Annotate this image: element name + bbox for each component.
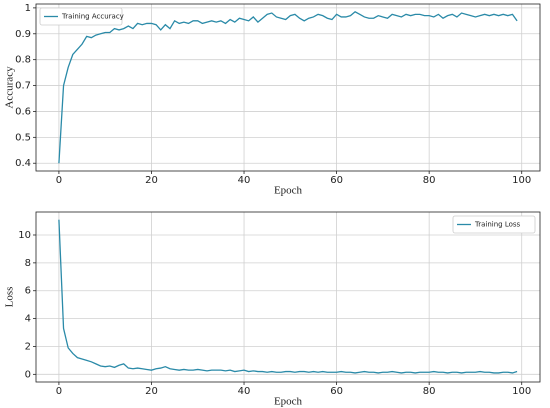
- y-axis-label: Accuracy: [4, 66, 16, 109]
- x-tick-label: 20: [145, 386, 158, 397]
- x-tick-label: 40: [238, 175, 251, 186]
- y-tick-label: 1: [25, 3, 31, 14]
- y-tick-label: 0.7: [15, 81, 31, 92]
- y-tick-label: 4: [25, 314, 31, 325]
- y-tick-label: 0.6: [15, 106, 31, 117]
- x-tick-label: 100: [512, 386, 531, 397]
- x-axis-label: Epoch: [274, 185, 303, 197]
- legend-label: Training Accuracy: [61, 13, 124, 21]
- legend-box: [39, 7, 123, 26]
- plot-frame: [35, 3, 541, 172]
- x-tick-label: 80: [423, 175, 436, 186]
- x-tick-label: 100: [512, 175, 531, 186]
- y-tick-label: 8: [25, 258, 31, 269]
- y-tick-label: 6: [25, 286, 31, 297]
- x-tick-label: 80: [423, 386, 436, 397]
- data-line: [58, 219, 518, 374]
- y-tick-label: 10: [18, 230, 31, 241]
- x-tick-label: 40: [238, 386, 251, 397]
- y-tick-label: 2: [25, 341, 31, 352]
- y-tick-label: 0: [25, 369, 31, 380]
- x-tick-label: 20: [145, 175, 158, 186]
- x-tick-label: 60: [330, 175, 343, 186]
- x-tick-label: 0: [56, 386, 62, 397]
- y-axis-label: Loss: [4, 287, 16, 308]
- x-tick-label: 0: [56, 175, 62, 186]
- legend-label: Training Loss: [474, 221, 521, 229]
- plot-frame: [35, 211, 541, 383]
- data-line: [58, 10, 518, 164]
- x-axis-label: Epoch: [274, 396, 303, 408]
- legend-box: [452, 215, 536, 234]
- y-tick-label: 0.5: [15, 132, 31, 143]
- x-tick-label: 60: [330, 386, 343, 397]
- y-tick-label: 0.4: [15, 158, 31, 169]
- y-tick-label: 0.8: [15, 55, 31, 66]
- y-tick-label: 0.9: [15, 29, 31, 40]
